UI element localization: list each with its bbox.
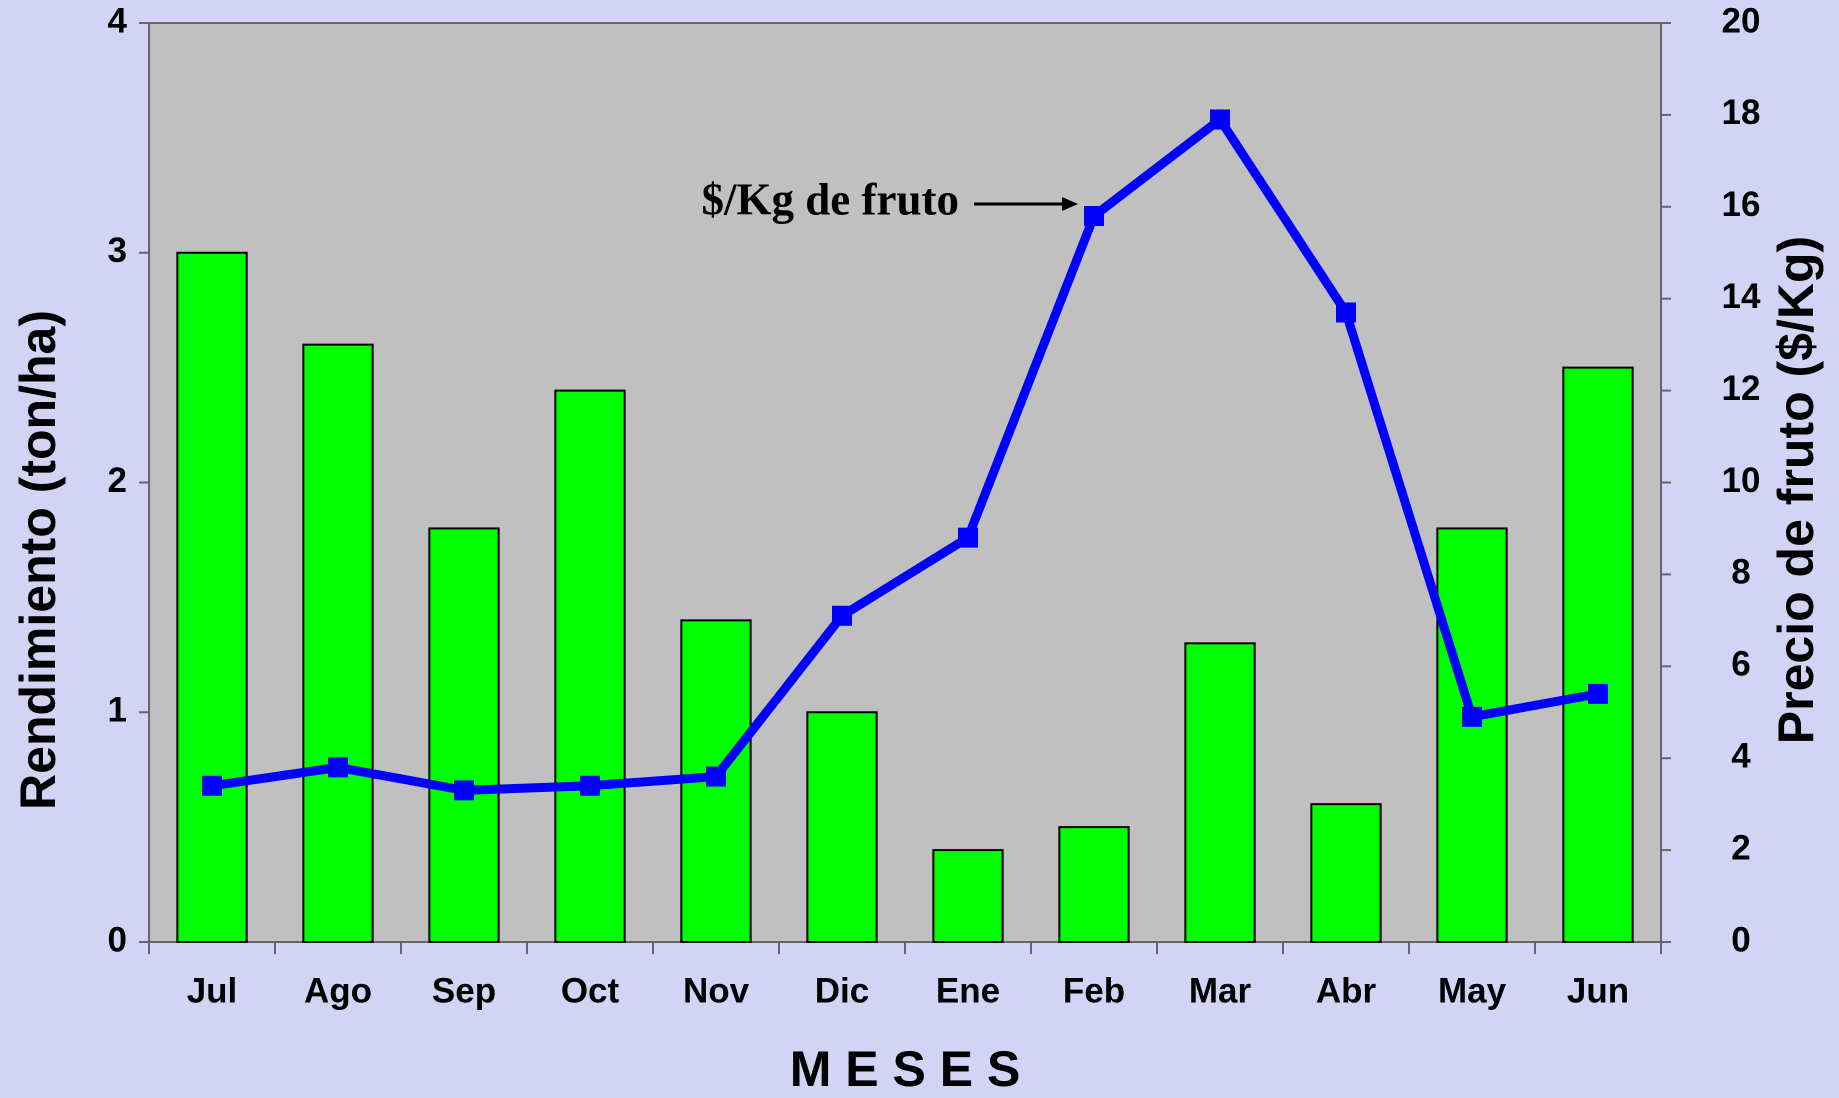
x-tick-label: May [1438, 971, 1507, 1010]
marker [1462, 706, 1482, 727]
bar [1058, 826, 1130, 943]
x-tick-label: Mar [1189, 971, 1252, 1010]
y2-tick-label: 6 [1731, 645, 1750, 684]
y2-tick-label: 4 [1731, 736, 1751, 775]
x-tick-label: Sep [432, 971, 496, 1010]
y2-tick-label: 8 [1731, 553, 1750, 592]
y-tick-label: 3 [108, 231, 127, 270]
marker [832, 605, 852, 626]
x-tick-label: Jun [1567, 971, 1629, 1010]
bar [428, 527, 500, 943]
bar [176, 251, 248, 943]
x-tick-label: Feb [1063, 971, 1125, 1010]
marker [1084, 205, 1104, 226]
y2-tick-label: 14 [1722, 277, 1761, 316]
x-tick-label: Jul [187, 971, 238, 1010]
y2-tick-label: 2 [1731, 828, 1750, 867]
x-tick-label: Ene [936, 971, 1000, 1010]
marker [958, 527, 978, 548]
line [211, 114, 1599, 795]
marker [1588, 683, 1608, 704]
bar [1184, 642, 1256, 943]
bar [806, 711, 878, 943]
y2-axis-title: Precio de fruto ($/Kg) [1768, 236, 1824, 744]
x-tick-label: Oct [561, 971, 620, 1010]
marker [706, 766, 726, 787]
y2-tick-label: 0 [1731, 920, 1750, 959]
x-tick-label: Nov [683, 971, 750, 1010]
bar [932, 849, 1004, 943]
marker [454, 780, 474, 801]
y2-tick-label: 10 [1722, 461, 1761, 500]
bar [1562, 366, 1634, 943]
y-axis-title: Rendimiento (ton/ha) [10, 310, 66, 810]
x-tick-label: Ago [304, 971, 372, 1010]
annotation: $/Kg de fruto [702, 174, 959, 224]
bar [554, 389, 626, 944]
bar [1436, 527, 1508, 943]
y2-tick-label: 20 [1722, 1, 1761, 40]
plot-area [148, 22, 1662, 943]
marker [1210, 109, 1230, 130]
marker [580, 775, 600, 796]
y-tick-label: 4 [108, 1, 128, 40]
marker [202, 775, 222, 796]
annotation-arrowhead [1062, 196, 1078, 211]
y-tick-label: 2 [108, 461, 127, 500]
y-tick-label: 0 [108, 920, 127, 959]
marker [1336, 302, 1356, 323]
y2-tick-label: 16 [1722, 185, 1761, 224]
bar [302, 343, 374, 943]
y2-tick-label: 18 [1722, 93, 1761, 132]
marker [328, 757, 348, 778]
x-tick-label: Dic [815, 971, 869, 1010]
y-tick-label: 1 [108, 691, 127, 730]
x-tick-label: Abr [1316, 971, 1377, 1010]
bar [1310, 803, 1382, 944]
y2-tick-label: 12 [1722, 369, 1761, 408]
x-axis-title: M E S E S [790, 1041, 1021, 1097]
